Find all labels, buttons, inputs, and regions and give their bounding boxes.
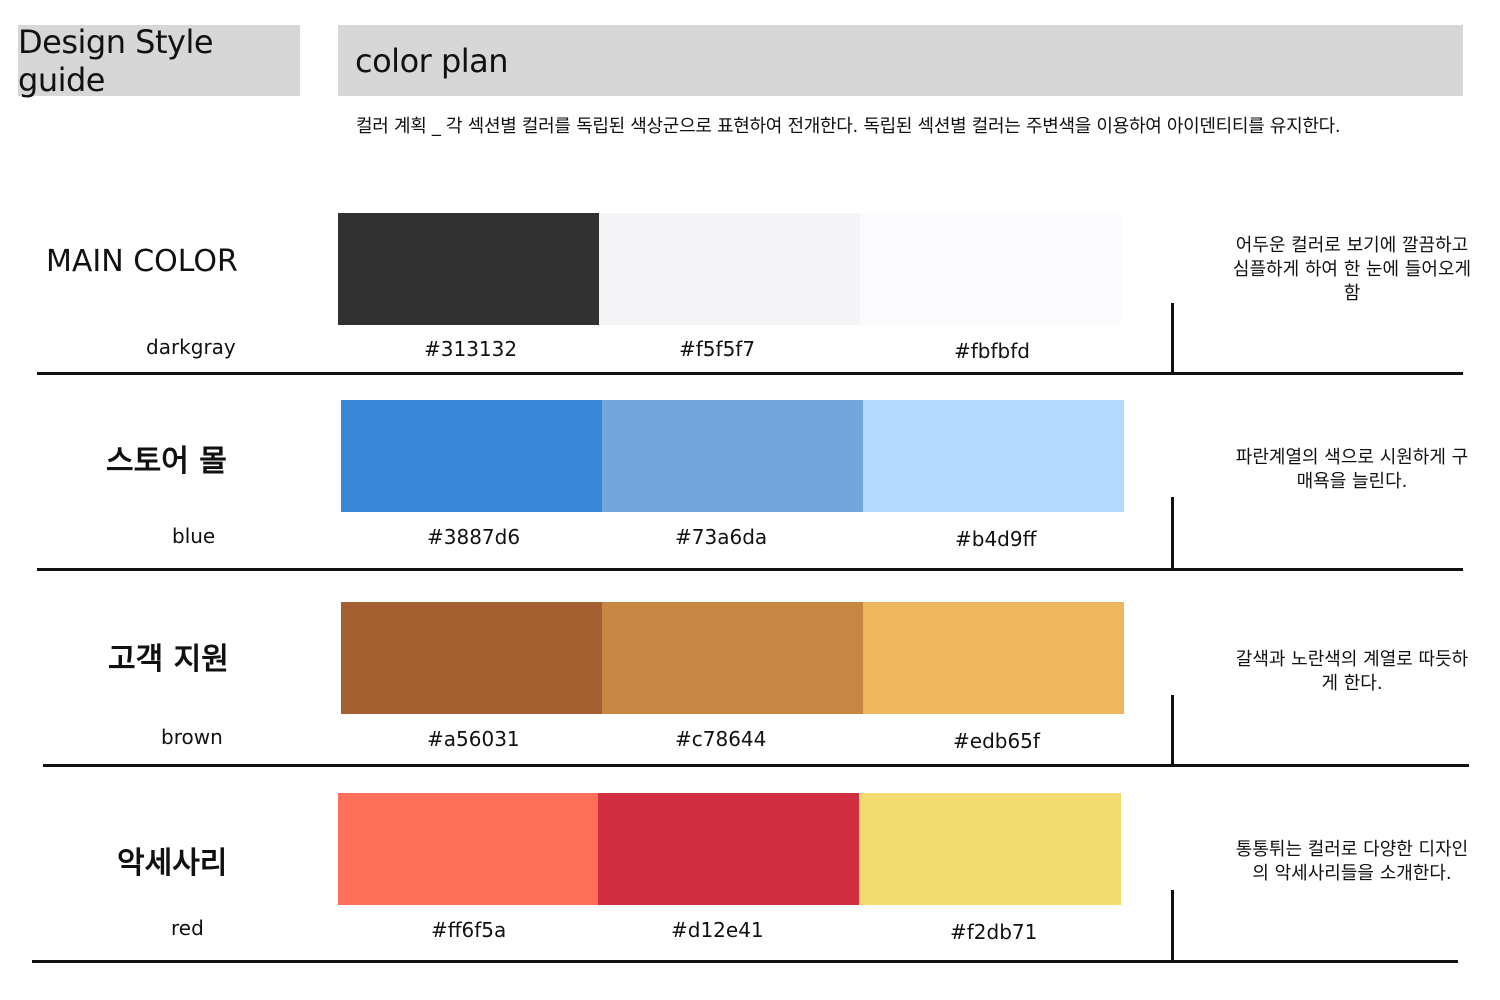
section-note: 파란계열의 색으로 시원하게 구매욕을 늘린다.	[1235, 447, 1469, 492]
page-title: color plan	[355, 41, 509, 80]
section-note: 어두운 컬러로 보기에 깔끔하고 심플하게 하여 한 눈에 들어오게 함	[1232, 235, 1472, 304]
color-swatch	[859, 793, 1121, 905]
header-right-box: color plan	[338, 25, 1463, 96]
section-subtitle: brown	[161, 725, 223, 749]
color-swatch	[863, 602, 1124, 714]
hex-label: #b4d9ff	[955, 527, 1037, 551]
swatch-row	[338, 793, 1121, 905]
color-swatch	[598, 793, 859, 905]
color-swatch	[341, 400, 602, 512]
header-left-box: Design Style guide	[18, 22, 300, 99]
section-subtitle: blue	[172, 524, 216, 548]
color-swatch	[338, 793, 598, 905]
divider-vertical	[1171, 497, 1174, 569]
divider-horizontal	[37, 372, 1463, 375]
section-title: MAIN COLOR	[46, 244, 238, 279]
hex-label: #ff6f5a	[431, 918, 507, 942]
hex-label: #f2db71	[950, 920, 1038, 944]
section-title: 스토어 몰	[106, 444, 227, 479]
color-swatch	[338, 213, 599, 325]
swatch-row	[338, 213, 1121, 325]
color-swatch	[602, 400, 863, 512]
hex-label: #a56031	[427, 727, 520, 751]
swatch-row	[341, 602, 1124, 714]
divider-vertical	[1171, 695, 1174, 765]
divider-vertical	[1171, 890, 1174, 961]
section-subtitle: darkgray	[146, 335, 236, 359]
color-swatch	[860, 213, 1121, 325]
color-swatch	[599, 213, 860, 325]
hex-label: #f5f5f7	[679, 337, 756, 361]
guide-title: Design Style guide	[18, 22, 214, 99]
swatch-row	[341, 400, 1124, 512]
hex-label: #3887d6	[427, 525, 521, 549]
section-note: 통통튀는 컬러로 다양한 디자인의 악세사리들을 소개한다.	[1235, 839, 1469, 884]
divider-horizontal	[32, 960, 1458, 963]
hex-label: #d12e41	[671, 918, 764, 942]
divider-horizontal	[37, 568, 1463, 571]
color-swatch	[863, 400, 1124, 512]
divider-horizontal	[43, 764, 1469, 767]
color-swatch	[602, 602, 863, 714]
section-title: 고객 지원	[108, 642, 229, 677]
color-plan-description: 컬러 계획 _ 각 섹션별 컬러를 독립된 색상군으로 표현하여 전개한다. 독…	[356, 116, 1341, 137]
divider-vertical	[1171, 303, 1174, 373]
section-note: 갈색과 노란색의 계열로 따듯하게 한다.	[1235, 649, 1469, 694]
section-title: 악세사리	[117, 846, 228, 881]
hex-label: #edb65f	[953, 729, 1040, 753]
section-subtitle: red	[171, 916, 204, 940]
hex-label: #313132	[424, 337, 518, 361]
hex-label: #fbfbfd	[954, 339, 1030, 363]
hex-label: #c78644	[675, 727, 767, 751]
hex-label: #73a6da	[675, 525, 768, 549]
color-swatch	[341, 602, 602, 714]
